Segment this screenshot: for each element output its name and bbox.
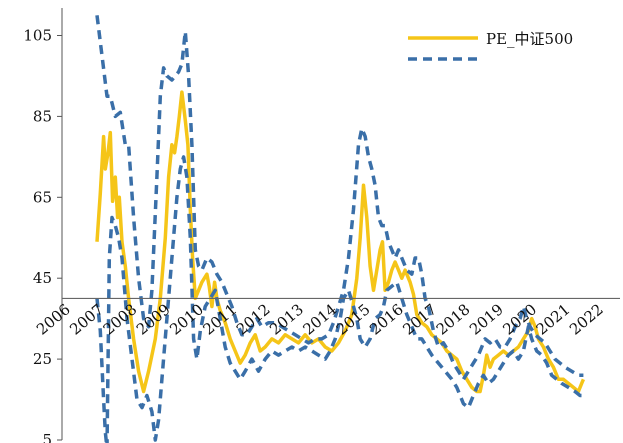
x-tick-label: 2016 <box>366 300 407 338</box>
y-tick-label: 85 <box>33 107 52 125</box>
y-tick-label: 65 <box>33 188 52 206</box>
y-tick-label: 105 <box>23 27 52 45</box>
x-tick-label: 2022 <box>566 300 607 338</box>
series-line-2 <box>95 15 584 382</box>
x-tick-label: 2013 <box>266 300 307 338</box>
y-axis-ticks: 5 25 45 65 85 105 <box>23 27 62 443</box>
x-tick-label: 2012 <box>233 300 274 338</box>
x-axis-ticks: 2006200720082009201020112012201320142015… <box>33 300 607 338</box>
legend: PE_中证500 <box>408 30 573 61</box>
x-tick-label: 2019 <box>466 300 507 338</box>
x-tick-label: 2021 <box>533 300 574 338</box>
legend-label-pe: PE_中证500 <box>486 30 573 48</box>
x-tick-label: 2018 <box>433 300 474 338</box>
y-tick-label: 25 <box>33 350 52 368</box>
series-line-3 <box>95 155 584 443</box>
x-tick-label: 2006 <box>33 300 74 338</box>
y-tick-label: 5 <box>42 431 52 443</box>
plot-lines <box>95 15 586 443</box>
x-tick-label: 2014 <box>299 300 340 338</box>
y-tick-label: 45 <box>33 269 52 287</box>
series-line-1 <box>95 90 586 394</box>
x-tick-label: 2020 <box>499 300 540 338</box>
